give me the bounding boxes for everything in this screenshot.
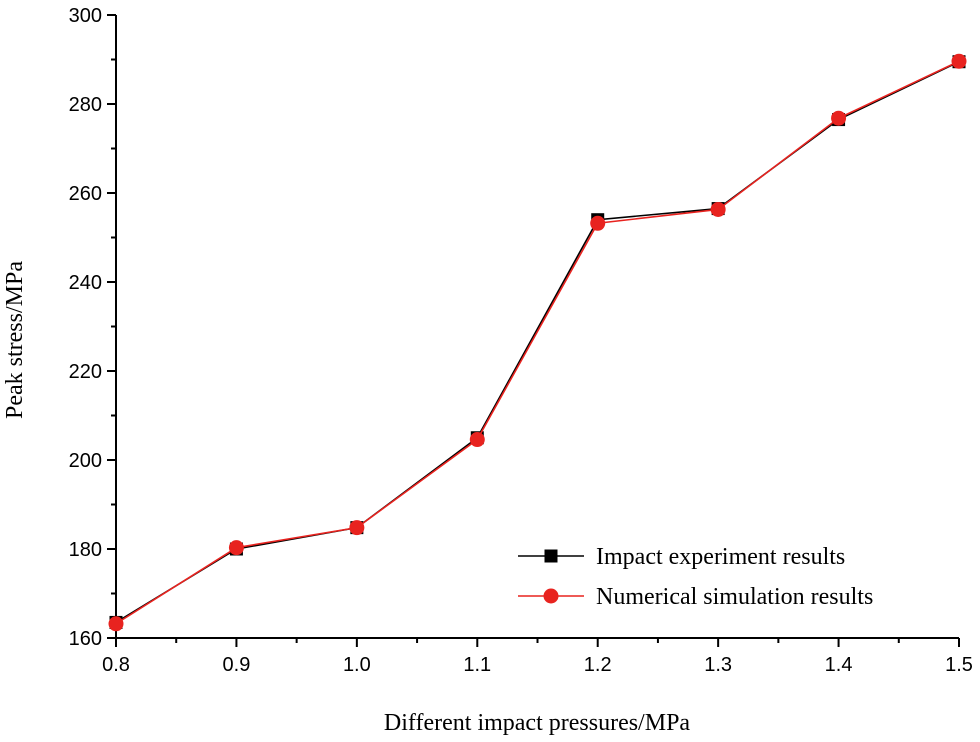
y-tick-label: 220 <box>69 361 102 383</box>
y-tick-label: 180 <box>69 539 102 561</box>
y-tick-label: 240 <box>69 272 102 294</box>
simulation-point <box>228 540 244 556</box>
legend-label-2: Numerical simulation results <box>596 584 873 610</box>
ticks: 0.8 0.9 1.0 1.1 1.2 1.3 1.4 1.5 160 180 200 220 240 2… <box>69 5 973 676</box>
x-axis-title: Different impact pressures/MPa <box>384 710 690 736</box>
series-line-1 <box>115 61 960 624</box>
x-tick-label: 1.5 <box>945 654 973 676</box>
legend-marker-square <box>544 549 558 563</box>
y-tick-label: 200 <box>69 450 102 472</box>
legend-marker-circle <box>543 588 559 604</box>
x-tick-label: 1.2 <box>584 654 612 676</box>
x-tick-label: 1.0 <box>343 654 371 676</box>
y-tick-label: 260 <box>69 183 102 205</box>
y-tick-label: 280 <box>69 94 102 116</box>
simulation-point <box>108 616 124 632</box>
simulation-point <box>469 432 485 448</box>
series-line-2 <box>115 60 960 625</box>
simulation-point <box>710 201 726 217</box>
x-tick-label: 1.3 <box>704 654 732 676</box>
simulation-point <box>349 520 365 536</box>
legend: Impact experiment results Numerical simul… <box>518 544 873 610</box>
x-tick-label: 1.4 <box>825 654 853 676</box>
x-tick-label: 0.9 <box>223 654 251 676</box>
simulation-point <box>590 215 606 231</box>
y-tick-label: 300 <box>69 5 102 27</box>
x-tick-label: 1.1 <box>463 654 491 676</box>
y-axis-title: Peak stress/MPa <box>2 261 28 419</box>
y-tick-label: 160 <box>69 628 102 650</box>
series-group <box>108 53 967 632</box>
simulation-point <box>831 110 847 126</box>
legend-label-1: Impact experiment results <box>596 544 845 570</box>
simulation-point <box>951 53 967 69</box>
x-tick-label: 0.8 <box>102 654 130 676</box>
